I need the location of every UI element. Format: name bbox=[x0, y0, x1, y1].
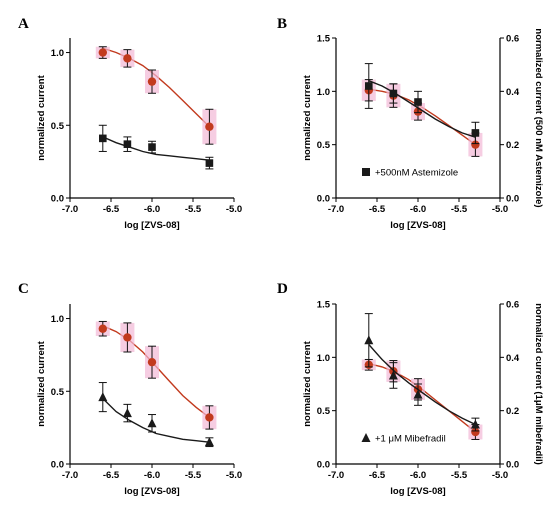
y2-tick-label: 0.6 bbox=[506, 300, 519, 311]
plot-area-c: -7.0 -6.5 -6.0 -5.5 -5.0 0.0 0.5 1.0 log [ZVS-08… bbox=[36, 304, 242, 497]
y-tick-label: 1.0 bbox=[51, 314, 64, 325]
x-tick-label: -7.0 bbox=[62, 470, 78, 481]
data-point bbox=[471, 140, 480, 149]
y2-axis-label: normalized current (1μM mibefradil) bbox=[533, 303, 544, 465]
x-tick-label: -5.0 bbox=[492, 470, 508, 481]
panel-b: B -7.0 -6.5 -6.0 -5.5 -5.00.00.51.01.50.00.2… bbox=[277, 16, 544, 231]
x-axis-label: log [ZVS-08] bbox=[390, 220, 445, 231]
y-tick-label: 0.0 bbox=[317, 460, 330, 471]
data-point bbox=[413, 389, 423, 399]
legend-label: +500nM Astemizole bbox=[375, 168, 458, 179]
panel-a: A -7.0 -6.5 -6.0 -5.5 -5.0 0.0 0.5 1.0 log [ZVS-… bbox=[18, 16, 242, 231]
y-tick-label: 1.5 bbox=[317, 300, 331, 311]
panel-letter-a: A bbox=[18, 16, 29, 32]
x-axis-label: log [ZVS-08] bbox=[390, 486, 445, 497]
panel-c: C -7.0 -6.5 -6.0 -5.5 -5.0 0.0 0.5 1.0 log [ZVS-… bbox=[18, 281, 242, 497]
data-point bbox=[470, 419, 480, 429]
x-tick-label: -6.0 bbox=[144, 470, 160, 481]
x-tick-label: -7.0 bbox=[62, 204, 78, 215]
panel-d: D -7.0 -6.5 -6.0 -5.5 -5.00.00.51.01.50.00.2… bbox=[277, 281, 544, 497]
data-point bbox=[364, 335, 374, 345]
y-tick-label: 0.5 bbox=[317, 406, 331, 417]
fit-curve bbox=[102, 398, 210, 443]
x-tick-label: -6.5 bbox=[103, 204, 120, 215]
data-point bbox=[98, 324, 108, 333]
x-tick-label: -6.0 bbox=[410, 470, 426, 481]
y-tick-label: 1.0 bbox=[317, 87, 330, 98]
data-point bbox=[471, 427, 480, 437]
y2-tick-label: 0.6 bbox=[506, 34, 519, 45]
data-point bbox=[471, 129, 480, 137]
x-tick-label: -5.5 bbox=[451, 204, 468, 215]
data-point bbox=[98, 48, 108, 57]
y-tick-label: 0.0 bbox=[317, 194, 330, 205]
data-point bbox=[147, 357, 157, 367]
panel-letter-d: D bbox=[277, 281, 288, 297]
legend-label: +1 μM Mibefradil bbox=[375, 434, 446, 445]
data-point bbox=[204, 437, 214, 447]
y-axis-label: normalized current bbox=[36, 74, 47, 160]
plot-area-a: -7.0 -6.5 -6.0 -5.5 -5.0 0.0 0.5 1.0 log [ZVS-08… bbox=[36, 38, 242, 231]
y-tick-label: 0.0 bbox=[51, 194, 64, 205]
x-tick-label: -6.5 bbox=[369, 470, 386, 481]
fit-curve bbox=[368, 344, 476, 426]
y-tick-label: 1.0 bbox=[317, 353, 330, 364]
x-tick-label: -6.0 bbox=[144, 204, 160, 215]
panel-letter-b: B bbox=[277, 16, 287, 32]
y-axis-label: normalized current bbox=[36, 340, 47, 426]
x-tick-label: -5.5 bbox=[185, 470, 202, 481]
y-tick-label: 1.5 bbox=[317, 34, 331, 45]
data-point bbox=[122, 408, 132, 418]
fit-curve bbox=[368, 80, 476, 138]
data-point bbox=[147, 418, 157, 428]
x-tick-label: -6.5 bbox=[369, 204, 386, 215]
x-tick-label: -7.0 bbox=[328, 204, 344, 215]
data-point bbox=[123, 140, 132, 148]
data-point bbox=[365, 82, 373, 90]
x-tick-label: -5.5 bbox=[451, 470, 468, 481]
y-tick-label: 1.0 bbox=[51, 48, 64, 59]
data-point bbox=[99, 134, 107, 143]
data-point bbox=[123, 333, 132, 342]
y2-tick-label: 0.4 bbox=[506, 353, 520, 364]
plot-area-d: -7.0 -6.5 -6.0 -5.5 -5.00.00.51.01.50.00.20.… bbox=[302, 300, 544, 498]
y-axis-label: normalized current bbox=[302, 340, 313, 426]
y2-tick-label: 0.2 bbox=[506, 140, 519, 151]
y-axis-label: normalized current bbox=[302, 74, 313, 160]
y-tick-label: 0.5 bbox=[317, 140, 331, 151]
x-tick-label: -5.5 bbox=[185, 204, 202, 215]
y-tick-label: 0.0 bbox=[51, 460, 64, 471]
data-point bbox=[389, 89, 398, 98]
data-point bbox=[388, 370, 398, 380]
x-tick-label: -6.0 bbox=[410, 204, 426, 215]
data-point bbox=[123, 54, 132, 63]
data-point bbox=[414, 98, 422, 106]
x-tick-label: -6.5 bbox=[103, 470, 120, 481]
data-point bbox=[147, 77, 157, 86]
y-tick-label: 0.5 bbox=[51, 121, 65, 132]
data-point bbox=[148, 143, 156, 151]
data-point bbox=[205, 413, 214, 422]
y2-tick-label: 0.0 bbox=[506, 460, 519, 471]
y-tick-label: 0.5 bbox=[51, 387, 65, 398]
legend-marker bbox=[361, 433, 371, 442]
x-axis-label: log [ZVS-08] bbox=[124, 220, 179, 231]
fit-curve bbox=[102, 136, 210, 161]
data-point bbox=[205, 159, 214, 167]
legend-marker bbox=[362, 168, 370, 176]
y2-tick-label: 0.2 bbox=[506, 406, 519, 417]
plot-area-b: -7.0 -6.5 -6.0 -5.5 -5.00.00.51.01.50.00.20.… bbox=[302, 28, 544, 231]
data-point bbox=[205, 122, 214, 131]
y2-tick-label: 0.4 bbox=[506, 87, 520, 98]
x-tick-label: -5.0 bbox=[226, 204, 242, 215]
x-tick-label: -7.0 bbox=[328, 470, 344, 481]
x-tick-label: -5.0 bbox=[492, 204, 508, 215]
x-axis-label: log [ZVS-08] bbox=[124, 486, 179, 497]
y2-axis-label: normalized current (500 nM Astemizole) bbox=[533, 28, 544, 207]
data-point bbox=[98, 392, 108, 402]
panel-letter-c: C bbox=[18, 281, 29, 297]
x-tick-label: -5.0 bbox=[226, 470, 242, 481]
y2-tick-label: 0.0 bbox=[506, 194, 519, 205]
